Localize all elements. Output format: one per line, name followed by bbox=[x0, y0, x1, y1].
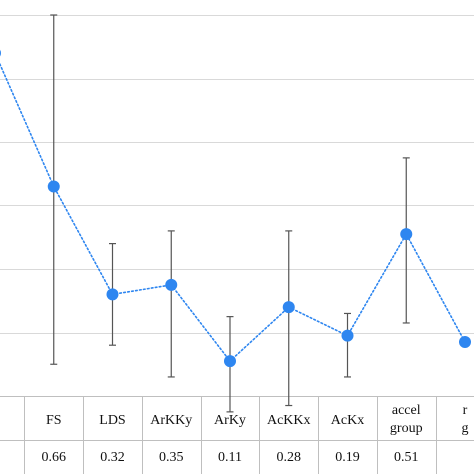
value-label-arkky: 0.35 bbox=[159, 450, 184, 465]
category-labels: xFSLDSArKKyArKyAcKKxAcKxaccelgrouprg bbox=[46, 403, 469, 436]
category-label-cut-right: g bbox=[462, 421, 469, 436]
category-label-accel-group: accel bbox=[392, 403, 421, 418]
data-point-lds bbox=[106, 288, 119, 301]
error-bar bbox=[285, 230, 293, 407]
value-label-ackkx: 0.28 bbox=[277, 450, 302, 465]
data-table bbox=[0, 396, 474, 474]
data-point-accel-group bbox=[400, 228, 413, 241]
error-bars bbox=[50, 14, 410, 413]
category-label-arky: ArKy bbox=[214, 413, 246, 428]
data-point-fs bbox=[47, 180, 60, 193]
category-label-cut-right: r bbox=[463, 403, 468, 418]
data-point-arkky bbox=[165, 278, 178, 291]
value-label-fs: 0.66 bbox=[42, 450, 67, 465]
value-labels: 00.660.320.350.110.280.190.51 bbox=[42, 450, 419, 465]
category-label-arkky: ArKKy bbox=[150, 413, 192, 428]
value-label-lds: 0.32 bbox=[100, 450, 125, 465]
category-label-fs: FS bbox=[46, 413, 62, 428]
error-bar bbox=[402, 157, 410, 324]
category-label-ackx: AcKx bbox=[331, 413, 364, 428]
data-point-ackkx bbox=[282, 301, 295, 314]
grid-lines bbox=[0, 15, 474, 334]
value-label-arky: 0.11 bbox=[218, 450, 242, 465]
data-point-cut-left bbox=[0, 49, 1, 57]
category-label-ackkx: AcKKx bbox=[267, 413, 311, 428]
series-line bbox=[0, 62, 466, 363]
data-point-arky bbox=[224, 355, 236, 368]
data-point-ackx bbox=[341, 329, 354, 342]
value-label-accel-group: 0.51 bbox=[394, 450, 419, 465]
error-bar bbox=[344, 312, 351, 378]
error-bar bbox=[167, 230, 175, 378]
data-points bbox=[0, 49, 471, 368]
category-label-lds: LDS bbox=[99, 413, 125, 428]
series-polyline bbox=[0, 62, 466, 363]
data-point-cut-right bbox=[459, 336, 471, 349]
category-label-accel-group: group bbox=[390, 421, 423, 436]
value-label-ackx: 0.19 bbox=[335, 450, 360, 465]
